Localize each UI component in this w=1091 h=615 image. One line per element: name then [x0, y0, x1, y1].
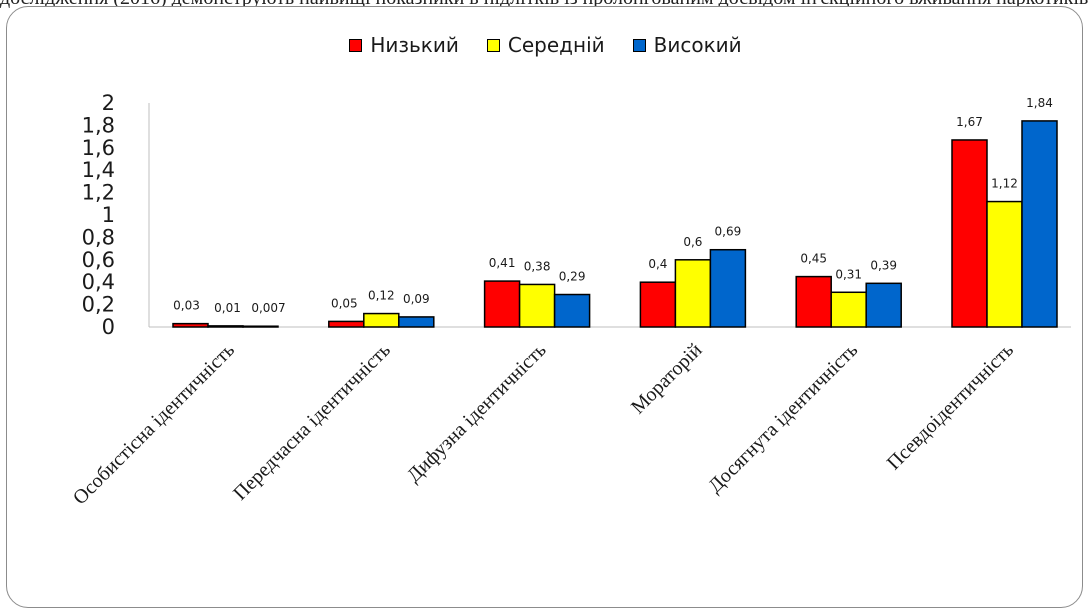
data-label: 1,84: [1026, 96, 1053, 110]
chart-legend: Низький Середній Високий: [7, 33, 1082, 57]
chart-frame: Низький Середній Високий 0 0,2 0,4 0,6 0,8 1 1…: [6, 6, 1083, 608]
data-label: 0,05: [331, 296, 358, 310]
bar: [518, 283, 556, 328]
x-tick-label: Дифузна ідентичність: [403, 339, 551, 487]
y-tick-label: 0,6: [82, 248, 115, 272]
data-label: 0,007: [251, 301, 285, 315]
data-label: 0,39: [870, 258, 897, 272]
bar: [709, 248, 747, 328]
y-tick-label: 1,6: [82, 136, 115, 160]
bar: [986, 200, 1023, 328]
y-tick-label: 0,4: [82, 270, 115, 294]
data-label: 1,67: [956, 115, 983, 129]
bar: [328, 320, 365, 328]
bar: [553, 293, 591, 328]
x-tick-label: Псевдоідентичність: [883, 339, 1018, 474]
bar: [865, 282, 902, 328]
data-label: 0,12: [368, 289, 395, 303]
bar: [483, 280, 521, 328]
bar: [795, 275, 832, 328]
data-label: 0,31: [835, 267, 862, 281]
bar: [830, 291, 867, 328]
bar: [1021, 120, 1058, 328]
x-tick-label: Мораторій: [627, 339, 707, 419]
bar: [242, 325, 279, 328]
bar: [207, 325, 244, 328]
y-tick-label: 1: [102, 203, 115, 227]
data-label: 0,01: [214, 301, 241, 315]
y-tick-label: 2: [102, 91, 115, 115]
legend-item-medium: Середній: [486, 33, 605, 57]
y-tick-label: 1,4: [82, 158, 115, 182]
data-label: 1,12: [991, 177, 1018, 191]
data-label: 0,03: [173, 299, 200, 313]
y-tick-label: 1,8: [82, 113, 115, 137]
bar: [363, 312, 400, 328]
bar: [172, 322, 209, 328]
legend-item-low: Низький: [349, 33, 459, 57]
bar: [639, 281, 677, 328]
legend-swatch-high: [632, 38, 646, 52]
data-label: 0,6: [683, 235, 702, 249]
legend-item-high: Високий: [632, 33, 742, 57]
data-label: 0,29: [559, 270, 586, 284]
bar: [398, 316, 435, 328]
data-label: 0,41: [489, 256, 516, 270]
x-tick-label: Передчасна ідентичність: [229, 339, 395, 505]
x-tick-label: Досягнута ідентичність: [704, 339, 862, 497]
x-tick-label: Особистісна ідентичність: [69, 339, 239, 509]
legend-swatch-low: [349, 38, 363, 52]
y-tick-label: 1,2: [82, 181, 115, 205]
bar-chart: 00,20,40,60,811,21,41,61,820,03 0,01 0,007…: [69, 91, 1071, 509]
legend-label-low: Низький: [370, 33, 459, 57]
y-tick-label: 0: [102, 315, 115, 339]
data-label: 0,38: [524, 259, 551, 273]
data-label: 0,4: [648, 257, 667, 271]
bar: [674, 259, 712, 328]
bar: [951, 139, 988, 328]
data-label: 0,45: [800, 252, 827, 266]
legend-swatch-medium: [486, 38, 500, 52]
y-tick-label: 0,8: [82, 225, 115, 249]
legend-label-high: Високий: [653, 33, 742, 57]
legend-label-medium: Середній: [507, 33, 605, 57]
data-label: 0,69: [715, 225, 742, 239]
data-label: 0,09: [403, 292, 430, 306]
top-text-line: дослідження (2016) демонструють найвищі …: [0, 0, 1091, 10]
y-tick-label: 0,2: [82, 293, 115, 317]
